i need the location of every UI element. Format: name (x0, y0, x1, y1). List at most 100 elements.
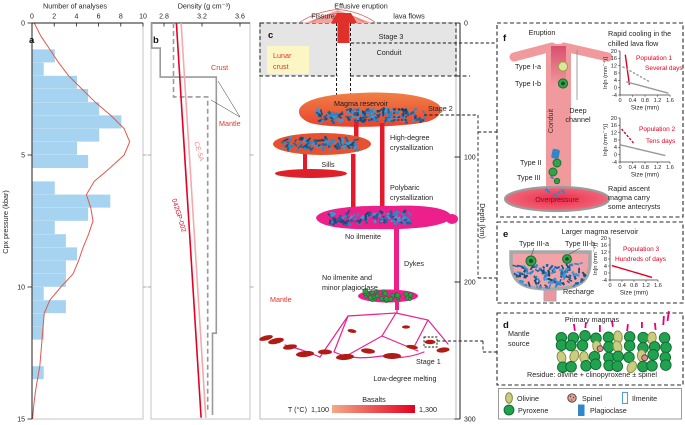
legend-olivine-label: Olivine (517, 394, 539, 403)
ilmenite-pyroxene-crystal (579, 262, 583, 265)
recharge-label: Recharge (563, 287, 594, 296)
overpressure-reservoir (503, 185, 611, 213)
stage2-label: Stage 2 (428, 104, 453, 113)
primary-magma-melt-tick (666, 311, 670, 322)
x-axis-label: Size (mm) (620, 290, 648, 297)
ilmenite-pyroxene-crystal (378, 108, 383, 113)
olivine-crystal (394, 292, 401, 299)
depth-axis-title: Depth (km) (478, 203, 487, 239)
ilmenite-pyroxene-crystal (331, 117, 334, 122)
basalts-label: Basalts (362, 395, 386, 404)
ilmenite-pyroxene-crystal (404, 218, 408, 221)
ilmenite-pyroxene-crystal (340, 138, 344, 144)
rapid-ascent-label-line3: some antecrysts (608, 202, 661, 211)
temperature-min-label: 1,100 (311, 405, 329, 414)
type-iiia-core (529, 259, 533, 263)
x-tick-label: 0.8 (641, 165, 649, 171)
ilmenite-pyroxene-crystal (554, 281, 558, 285)
ilmenite-pyroxene-crystal (353, 213, 356, 217)
high-degree-label-line1: High-degree (390, 133, 430, 142)
y-tick-label: 16 (611, 123, 617, 129)
pyroxene-grain (646, 360, 658, 372)
histogram-bar (32, 287, 44, 300)
x-tick-label: 0 (618, 165, 621, 171)
ilmenite-pyroxene-crystal (368, 211, 372, 216)
ilmenite-pyroxene-crystal (386, 117, 391, 122)
x-tick-label: 0 (608, 283, 611, 289)
polybaric-label-line1: Polybaric (390, 183, 420, 192)
type-iiia-label: Type III-a (519, 239, 549, 248)
depth-axis-drawing: 0 100 200 300 (454, 21, 476, 424)
legend-ilmenite-label: Ilmenite (632, 394, 657, 403)
y-tick-label: -4 (612, 160, 617, 166)
pyroxene-grain (623, 351, 635, 363)
ilmenite-pyroxene-crystal (364, 215, 368, 221)
melt-channel (347, 335, 383, 356)
plagioclase-icon (578, 404, 585, 416)
ilmenite-pyroxene-crystal (287, 144, 293, 149)
ilmenite-pyroxene-crystal (332, 111, 335, 116)
antecryst-fragment (557, 190, 561, 194)
ilmenite-pyroxene-crystal (580, 279, 587, 282)
panel-a-y-axis-title: Cpx pressure (kbar) (1, 190, 10, 254)
ilmenite-pyroxene-crystal (355, 212, 361, 217)
ilmenite-pyroxene-crystal (548, 283, 552, 289)
melt-channel (333, 315, 349, 353)
x-tick-label: 1.2 (654, 98, 662, 104)
panel-b-x-axis-title: Density (g cm⁻³) (178, 2, 231, 11)
no-ilmenite-plag-label-line1: No ilmenite and (322, 273, 372, 282)
x-tick-label: 0.4 (618, 283, 626, 289)
dykes-label: Dykes (404, 259, 424, 268)
melt-blob (424, 339, 436, 345)
mantle-pointer-line (217, 80, 241, 118)
ilmenite-pyroxene-crystal (518, 272, 524, 276)
y-tick-label: 0 (604, 271, 607, 277)
panel-b-plot: 2.8 3.2 3.6 (147, 14, 254, 420)
conduit-rotated-label: Conduit (548, 109, 555, 133)
ilmenite-pyroxene-crystal (342, 215, 348, 219)
rapid-cooling-label-line2: chilled lava flow (608, 39, 659, 48)
dyke (354, 121, 359, 137)
ilmenite-pyroxene-crystal (545, 263, 549, 267)
ilmenite-pyroxene-crystal (565, 267, 570, 271)
ilmenite-pyroxene-crystal (362, 118, 367, 123)
sills-label: Sills (321, 160, 335, 169)
ilmenite-pyroxene-crystal (548, 264, 554, 271)
ilmenite-pyroxene-crystal (344, 212, 349, 219)
histogram-bar (32, 194, 111, 208)
x-tick-label: 0 (30, 14, 34, 21)
x-tick-label: 1.6 (666, 165, 674, 171)
pyroxene-grain (576, 339, 589, 352)
lava-flows-label: lava flows (393, 12, 425, 21)
primary-magma-melt-tick (626, 324, 629, 332)
ilmenite-pyroxene-crystal (372, 107, 375, 114)
primary-magma-melt-tick (599, 325, 601, 332)
ilmenite-pyroxene-crystal (534, 268, 540, 273)
ilmenite-pyroxene-crystal (353, 111, 357, 116)
ilmenite-pyroxene-crystal (340, 219, 347, 225)
primary-magma-melt-tick (584, 321, 587, 329)
conduit-label: Conduit (377, 48, 402, 57)
ilmenite-pyroxene-crystal (415, 118, 420, 121)
ilmenite-pyroxene-crystal (523, 273, 527, 279)
melt-blob (361, 348, 375, 354)
ilmenite-pyroxene-crystal (400, 211, 406, 217)
ilmenite-pyroxene-crystal (329, 138, 334, 146)
ilmenite-pyroxene-crystal (533, 279, 538, 285)
ilmenite-pyroxene-crystal (334, 141, 337, 145)
x-tick-label: 0 (618, 98, 621, 104)
type-ii-label: Type II (520, 158, 542, 167)
ilmenite-pyroxene-crystal (516, 264, 523, 268)
panel-a-letter: a (29, 35, 35, 46)
histogram-bar (32, 207, 89, 221)
y-tick-label: 20 (611, 49, 617, 55)
pyroxene-grain (565, 361, 577, 373)
panel-d-drawing (496, 311, 684, 386)
ilmenite-pyroxene-crystal (542, 265, 546, 269)
ilmenite-pyroxene-crystal (407, 211, 412, 217)
histogram-bar (32, 75, 77, 89)
ilmenite-pyroxene-crystal (379, 220, 384, 223)
type-ii-ilmenite-icon (551, 148, 560, 159)
ilmenite-pyroxene-crystal (378, 210, 384, 215)
